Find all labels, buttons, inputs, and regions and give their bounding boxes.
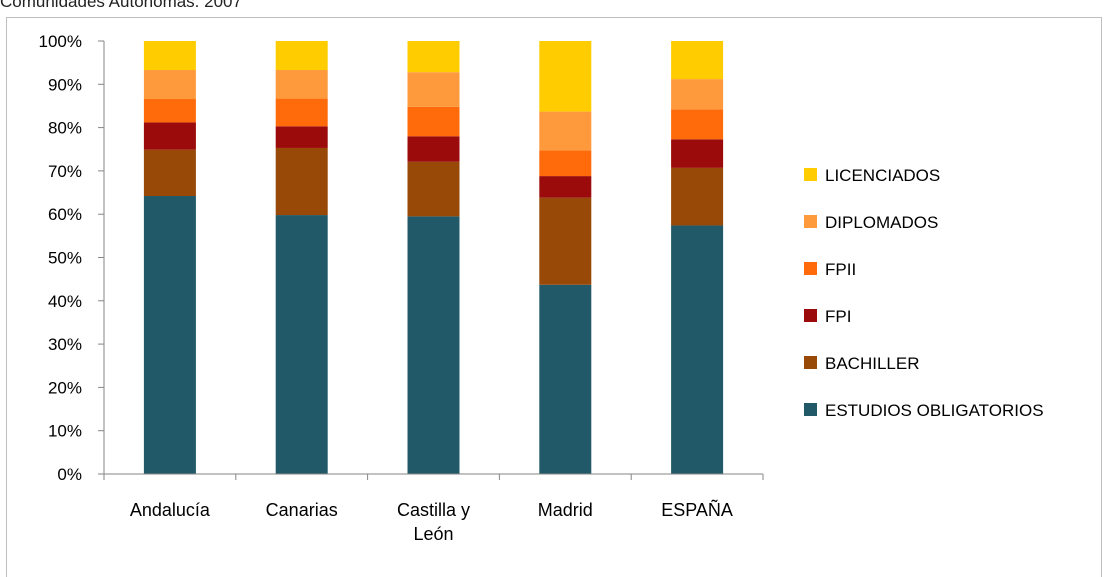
bar-segment (539, 197, 592, 285)
bars-layer (143, 41, 724, 475)
chart-frame (6, 17, 1102, 577)
bar-segment (407, 136, 460, 162)
x-tick-label: Canarias (266, 500, 338, 520)
y-tick-label: 10% (48, 422, 82, 441)
bar-segment (539, 41, 592, 112)
legend: LICENCIADOS DIPLOMADOS FPII FPI BACHILLER EST… (804, 166, 1044, 420)
y-tick-label: 100% (39, 32, 82, 51)
bar-segment (539, 150, 592, 177)
y-tick-label: 20% (48, 378, 82, 397)
legend-swatch (804, 215, 817, 228)
bar-segment (407, 216, 460, 475)
legend-swatch (804, 356, 817, 369)
bar-segment (143, 41, 196, 71)
bar-segment (671, 139, 724, 168)
chart-title: Comunidades Autónomas. 2007 (0, 0, 242, 11)
legend-swatch (804, 309, 817, 322)
y-tick-label: 80% (48, 119, 82, 138)
bar-segment (143, 99, 196, 123)
bar-segment (407, 41, 460, 73)
bar-segment (275, 126, 328, 148)
bar-segment (143, 149, 196, 197)
y-tick-label: 40% (48, 292, 82, 311)
legend-label: BACHILLER (825, 354, 919, 373)
bar-segment (671, 109, 724, 140)
bar-segment (275, 147, 328, 216)
bar-segment (275, 70, 328, 99)
bar-segment (407, 161, 460, 217)
bar-segment (671, 167, 724, 226)
y-tick-label: 70% (48, 162, 82, 181)
legend-swatch (804, 262, 817, 275)
bar-segment (275, 215, 328, 475)
x-tick-label: León (413, 524, 453, 544)
bar-segment (275, 98, 328, 127)
legend-swatch (804, 168, 817, 181)
bar-segment (539, 111, 592, 151)
legend-swatch (804, 403, 817, 416)
legend-label: FPI (825, 307, 851, 326)
bar-segment (671, 41, 724, 80)
legend-label: LICENCIADOS (825, 166, 940, 185)
bar-segment (143, 196, 196, 474)
bar-segment (539, 284, 592, 474)
bar-segment (671, 225, 724, 474)
x-tick-label: ESPAÑA (661, 499, 733, 520)
stacked-bar-chart: 0% 10% 20% 30% 40% 50% 60% 70% 80% 90% 100% Andaluc… (39, 32, 1044, 544)
axes-layer: 0% 10% 20% 30% 40% 50% 60% 70% 80% 90% 100% Andaluc… (39, 32, 764, 544)
y-tick-label: 90% (48, 75, 82, 94)
bar-segment (143, 122, 196, 150)
bar-segment (407, 72, 460, 107)
y-tick-label: 50% (48, 249, 82, 268)
x-tick-label: Andalucía (130, 500, 211, 520)
y-tick-label: 60% (48, 205, 82, 224)
bar-segment (539, 176, 592, 198)
y-tick-label: 30% (48, 335, 82, 354)
bar-segment (407, 106, 460, 137)
bar-segment (275, 41, 328, 71)
legend-label: FPII (825, 260, 856, 279)
x-tick-label: Castilla y (397, 500, 470, 520)
x-tick-label: Madrid (538, 500, 593, 520)
legend-label: DIPLOMADOS (825, 213, 938, 232)
legend-label: ESTUDIOS OBLIGATORIOS (825, 401, 1044, 420)
bar-segment (671, 79, 724, 110)
bar-segment (143, 70, 196, 100)
y-tick-label: 0% (57, 465, 82, 484)
